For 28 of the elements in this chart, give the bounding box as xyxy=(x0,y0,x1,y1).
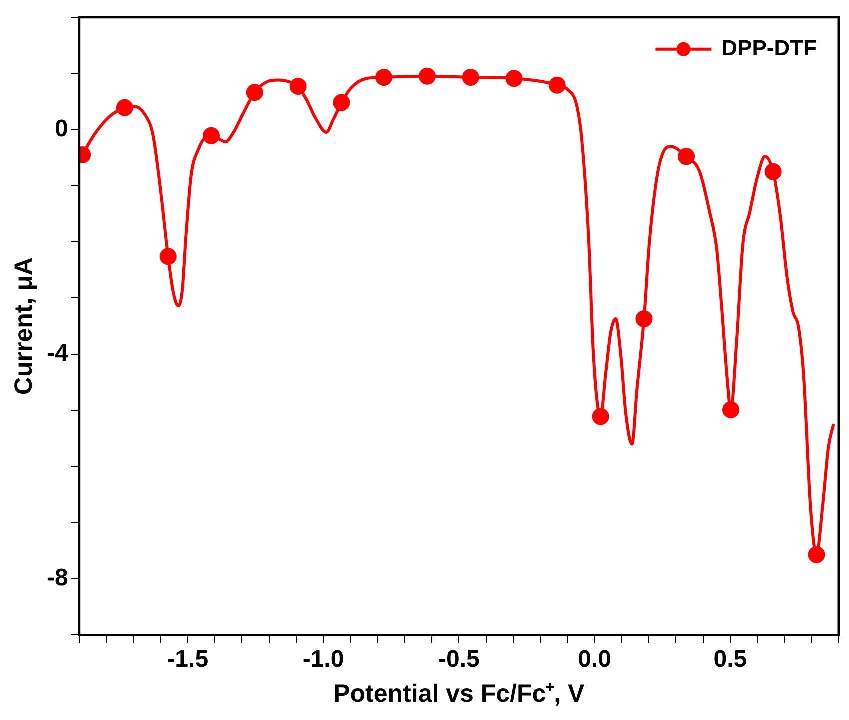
point xyxy=(592,408,610,426)
y-axis-title: Current, μA xyxy=(10,258,38,396)
point xyxy=(246,84,264,102)
point xyxy=(202,127,220,144)
point xyxy=(808,546,826,564)
point xyxy=(678,148,696,166)
y-tick-label: 0 xyxy=(54,115,68,142)
point xyxy=(333,94,350,112)
x-tick-label: -0.5 xyxy=(438,646,480,674)
point xyxy=(116,99,134,116)
x-axis-title: Potential vs Fc/Fc⁺, V xyxy=(334,680,586,708)
point xyxy=(290,78,307,95)
point xyxy=(636,310,653,328)
x-tick-label: 0.5 xyxy=(714,646,748,674)
legend-label: DPP-DTF xyxy=(722,35,817,60)
point xyxy=(462,68,480,86)
point xyxy=(376,68,393,86)
x-tick-label: -1.0 xyxy=(302,646,344,674)
x-tick-label: 0.0 xyxy=(578,646,612,674)
y-tick-label: -4 xyxy=(46,340,69,368)
y-tick-label: -8 xyxy=(46,564,68,592)
point xyxy=(418,68,436,85)
point xyxy=(506,70,523,88)
x-tick-label: -1.5 xyxy=(167,646,209,674)
point xyxy=(722,401,740,418)
point xyxy=(160,248,177,266)
point xyxy=(548,76,566,94)
point xyxy=(764,163,782,180)
